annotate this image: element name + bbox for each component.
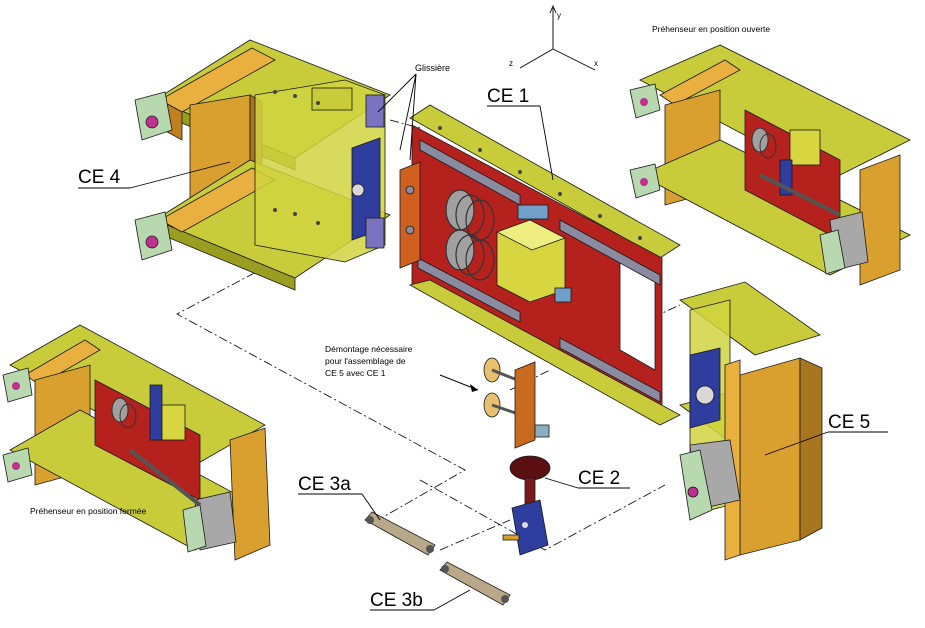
ce3a-link bbox=[364, 511, 436, 556]
ce5-assembly bbox=[679, 281, 823, 561]
caption-open: Préhenseur en position ouverte bbox=[652, 24, 770, 34]
gripper-closed-view bbox=[2, 324, 271, 561]
demontage-arrow bbox=[439, 374, 479, 392]
caption-closed: Préhenseur en position fermée bbox=[30, 506, 147, 516]
label-ce1: CE 1 bbox=[487, 86, 554, 181]
label-ce2: CE 2 bbox=[544, 468, 630, 489]
axis-y-label: y bbox=[557, 11, 561, 20]
ce5-label: CE 5 bbox=[828, 412, 870, 433]
axis-x-label: x bbox=[594, 59, 598, 68]
ce1-assembly bbox=[399, 104, 681, 426]
gripper-open-view bbox=[629, 44, 911, 286]
ce1-label: CE 1 bbox=[487, 86, 529, 107]
ce2-label: CE 2 bbox=[578, 468, 620, 489]
axis-z-label: z bbox=[509, 59, 513, 68]
removable-parts bbox=[483, 357, 550, 449]
label-ce3b: CE 3b bbox=[370, 589, 471, 611]
axis-triad: y z x bbox=[509, 4, 598, 71]
note-line-2: pour l'assemblage de bbox=[325, 356, 406, 366]
ce4-assembly bbox=[134, 39, 391, 291]
label-ce5: CE 5 bbox=[764, 412, 888, 456]
ce3b-label: CE 3b bbox=[370, 590, 423, 611]
note-line-3: CE 5 avec CE 1 bbox=[325, 368, 386, 378]
ce4-label: CE 4 bbox=[78, 167, 121, 188]
label-ce4: CE 4 bbox=[78, 161, 231, 189]
note-line-1: Démontage nécessaire bbox=[325, 344, 413, 354]
demontage-note: Démontage nécessaire pour l'assemblage d… bbox=[325, 344, 413, 378]
ce3a-label: CE 3a bbox=[298, 474, 351, 495]
label-glissiere: Glissière bbox=[377, 63, 450, 161]
ce2-assembly bbox=[502, 455, 551, 556]
ce3b-link bbox=[439, 561, 511, 606]
glissiere-label: Glissière bbox=[415, 63, 450, 73]
label-ce3a: CE 3a bbox=[298, 474, 381, 521]
